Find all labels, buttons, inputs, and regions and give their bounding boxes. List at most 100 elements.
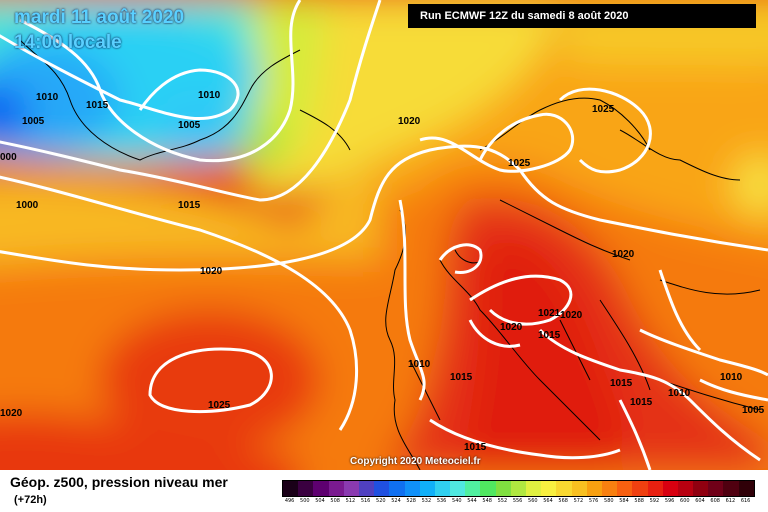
legend-swatch (283, 481, 299, 496)
legend-swatch (510, 481, 526, 496)
legend-value: 568 (558, 498, 568, 504)
legend-value: 548 (482, 498, 492, 504)
legend-value: 572 (573, 498, 584, 504)
isobar-label: 1010 (408, 359, 431, 370)
legend-swatch (495, 481, 511, 496)
isobar-label: 1010 (720, 372, 743, 383)
isobar-label: 1010 (36, 92, 59, 103)
legend-value: 544 (467, 498, 477, 504)
isobar-label: 1015 (178, 200, 201, 211)
legend-swatch (601, 481, 618, 496)
legend-swatch (556, 481, 572, 496)
legend-value: 564 (543, 498, 553, 504)
legend-value: 524 (391, 498, 401, 504)
legend-value: 504 (315, 498, 325, 504)
isobar-label-layer: 1010 1015 1005 1010 1005 000 1000 1015 1… (0, 90, 765, 453)
map-title: Géop. z500, pression niveau mer (10, 474, 228, 490)
isobar-label: 1020 (0, 408, 23, 419)
isobar-label: 1020 (612, 249, 635, 260)
isobar-label: 1015 (538, 330, 561, 341)
legend-swatch (526, 481, 542, 496)
legend-swatch (723, 481, 739, 496)
isobar-label: 1015 (86, 100, 109, 111)
legend-swatch (374, 481, 390, 496)
legend-swatch (708, 481, 724, 496)
isobar-label: 1015 (630, 397, 653, 408)
legend-value: 588 (634, 498, 644, 504)
legend-swatch (328, 481, 344, 496)
legend-value: 508 (330, 498, 340, 504)
legend-value: 592 (649, 498, 660, 504)
forecast-map: 1010 1015 1005 1010 1005 000 1000 1015 1… (0, 0, 768, 470)
valid-time-label: 14:00 locale (14, 32, 122, 53)
legend-swatch (389, 481, 405, 496)
legend-value: 612 (725, 498, 736, 504)
coastlines (19, 39, 761, 470)
isobar-label: 1000 (16, 200, 39, 211)
isobar-label: 000 (0, 152, 17, 163)
isobar-label: 1020 (200, 266, 223, 277)
legend-swatch (541, 481, 557, 496)
isobar-label: 1005 (742, 405, 765, 416)
legend-value: 584 (619, 498, 629, 504)
legend-value: 600 (680, 498, 690, 504)
lead-time-label: (+72h) (14, 494, 47, 506)
valid-date-label: mardi 11 août 2020 (14, 7, 185, 28)
legend-swatch (419, 481, 435, 496)
legend-value: 512 (345, 498, 356, 504)
legend-value: 556 (512, 498, 523, 504)
isobar-label: 1015 (610, 378, 633, 389)
legend-swatch (298, 481, 314, 496)
isobar-label: 1021 (538, 308, 561, 319)
legend-swatch (404, 481, 420, 496)
color-scale-labels: 496 500 504 508 512 516 520 524 528 532 536 540 544 5… (282, 498, 752, 506)
legend-swatch (617, 481, 633, 496)
legend-swatch (465, 481, 481, 496)
legend-swatch (434, 481, 451, 496)
legend-value: 560 (528, 498, 538, 504)
copyright-label: Copyright 2020 Meteociel.fr (350, 456, 481, 467)
legend-swatch (571, 481, 587, 496)
legend-swatch (480, 481, 496, 496)
legend-swatch (693, 481, 709, 496)
legend-value: 604 (695, 498, 705, 504)
isobar-label: 1015 (450, 372, 473, 383)
color-scale-legend (282, 480, 755, 497)
map-canvas: 1010 1015 1005 1010 1005 000 1000 1015 1… (0, 0, 768, 470)
legend-value: 576 (588, 498, 599, 504)
legend-swatch (662, 481, 678, 496)
legend-value: 580 (604, 498, 614, 504)
legend-value: 500 (300, 498, 310, 504)
legend-value: 540 (452, 498, 462, 504)
legend-value: 596 (664, 498, 675, 504)
model-run-label: Run ECMWF 12Z du samedi 8 août 2020 (408, 4, 756, 28)
isobar-label: 1020 (398, 116, 421, 127)
isobar-label: 1025 (592, 104, 615, 115)
legend-swatch (677, 481, 694, 496)
legend-swatch (738, 481, 754, 496)
legend-swatch (450, 481, 466, 496)
legend-value: 532 (421, 498, 432, 504)
isobar-label: 1025 (208, 400, 231, 411)
legend-value: 496 (284, 498, 295, 504)
legend-value: 528 (406, 498, 416, 504)
isobar-label: 1020 (500, 322, 523, 333)
legend-value: 608 (710, 498, 720, 504)
legend-value: 520 (376, 498, 386, 504)
legend-value: 552 (497, 498, 508, 504)
isobar-label: 1005 (178, 120, 201, 131)
legend-swatch (313, 481, 329, 496)
isobar-label: 1005 (22, 116, 45, 127)
geopotential-field (0, 0, 768, 470)
isobar-label: 1015 (464, 442, 487, 453)
isobar-label: 1010 (668, 388, 691, 399)
isobar-label: 1020 (560, 310, 583, 321)
legend-swatch (358, 481, 375, 496)
legend-swatch (586, 481, 602, 496)
isobar-label: 1025 (508, 158, 531, 169)
legend-swatch (647, 481, 663, 496)
legend-value: 516 (360, 498, 371, 504)
legend-swatch (343, 481, 359, 496)
legend-swatch (632, 481, 648, 496)
isobars (0, 0, 768, 470)
